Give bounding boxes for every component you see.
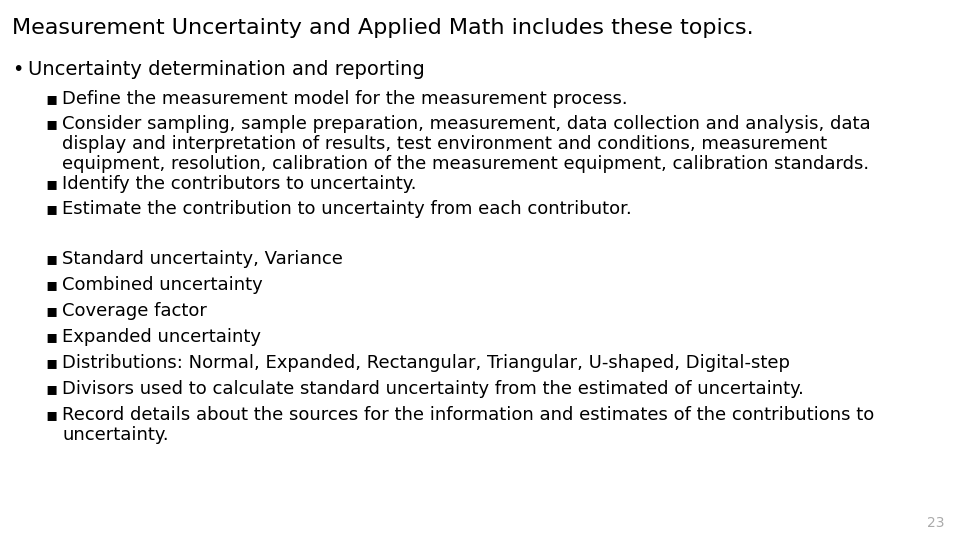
- Text: equipment, resolution, calibration of the measurement equipment, calibration sta: equipment, resolution, calibration of th…: [62, 156, 869, 173]
- Text: Distributions: Normal, Expanded, Rectangular, Triangular, U-shaped, Digital-step: Distributions: Normal, Expanded, Rectang…: [62, 354, 790, 372]
- Text: Uncertainty determination and reporting: Uncertainty determination and reporting: [28, 60, 424, 79]
- Text: •: •: [12, 60, 23, 79]
- Text: Expanded uncertainty: Expanded uncertainty: [62, 328, 261, 346]
- Text: Divisors used to calculate standard uncertainty from the estimated of uncertaint: Divisors used to calculate standard unce…: [62, 380, 804, 398]
- Text: ▪: ▪: [45, 302, 58, 320]
- Text: ▪: ▪: [45, 200, 58, 218]
- Text: ▪: ▪: [45, 354, 58, 372]
- Text: uncertainty.: uncertainty.: [62, 426, 169, 444]
- Text: ▪: ▪: [45, 406, 58, 424]
- Text: Identify the contributors to uncertainty.: Identify the contributors to uncertainty…: [62, 175, 417, 193]
- Text: display and interpretation of results, test environment and conditions, measurem: display and interpretation of results, t…: [62, 135, 828, 153]
- Text: ▪: ▪: [45, 175, 58, 193]
- Text: 23: 23: [927, 516, 945, 530]
- Text: Estimate the contribution to uncertainty from each contributor.: Estimate the contribution to uncertainty…: [62, 200, 632, 218]
- Text: ▪: ▪: [45, 115, 58, 133]
- Text: ▪: ▪: [45, 276, 58, 294]
- Text: ▪: ▪: [45, 250, 58, 268]
- Text: Coverage factor: Coverage factor: [62, 302, 206, 320]
- Text: ▪: ▪: [45, 380, 58, 398]
- Text: Consider sampling, sample preparation, measurement, data collection and analysis: Consider sampling, sample preparation, m…: [62, 115, 871, 133]
- Text: Combined uncertainty: Combined uncertainty: [62, 276, 263, 294]
- Text: Define the measurement model for the measurement process.: Define the measurement model for the mea…: [62, 90, 628, 108]
- Text: ▪: ▪: [45, 90, 58, 108]
- Text: Record details about the sources for the information and estimates of the contri: Record details about the sources for the…: [62, 406, 875, 424]
- Text: ▪: ▪: [45, 328, 58, 346]
- Text: Measurement Uncertainty and Applied Math includes these topics.: Measurement Uncertainty and Applied Math…: [12, 18, 754, 38]
- Text: Standard uncertainty, Variance: Standard uncertainty, Variance: [62, 250, 343, 268]
